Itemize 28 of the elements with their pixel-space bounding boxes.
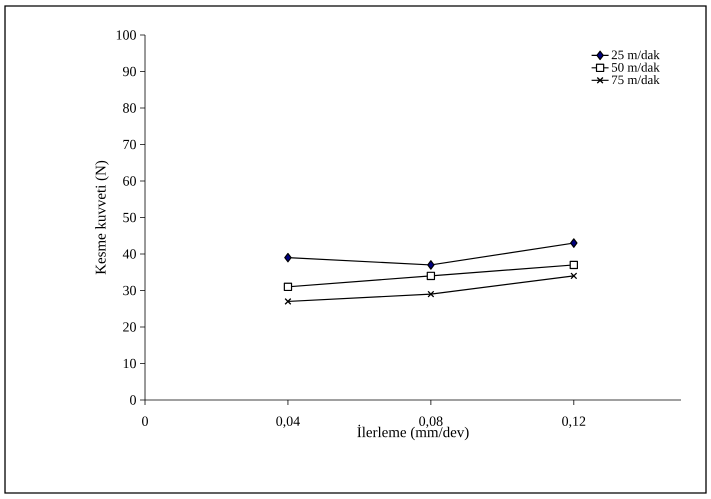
point (284, 298, 292, 305)
x-tick-label: 0,08 (419, 416, 443, 428)
legend-label: 75 m/dak (612, 75, 660, 84)
x-tick-label: 0,04 (276, 416, 300, 428)
point (570, 272, 578, 280)
y-axis-title: Kesme kuvveti (N) (95, 160, 109, 274)
point (570, 238, 578, 248)
y-tick-label: 0 (130, 395, 136, 405)
y-tick-label: 70 (123, 140, 136, 150)
y-tick-label: 50 (123, 212, 136, 222)
y-tick-label: 10 (124, 358, 136, 368)
y-tick-label: 30 (123, 286, 136, 296)
point (426, 272, 436, 280)
y-tick-label: 40 (122, 249, 136, 259)
point (284, 282, 292, 292)
y-tick-label: 90 (122, 66, 136, 76)
y-tick-label: 60 (123, 176, 136, 186)
x-tick-label: 0,12 (562, 416, 586, 428)
x-tick-label: 0 (142, 416, 148, 426)
legend-label: 50 m/dak (612, 62, 660, 72)
point (427, 290, 434, 298)
legend-label: 25 m/dak (612, 50, 660, 60)
point (570, 260, 578, 270)
y-tick-label: 100 (116, 30, 136, 40)
y-tick-label: 80 (123, 103, 136, 113)
point (284, 252, 292, 262)
y-tick-label: 20 (123, 322, 136, 332)
point (427, 260, 435, 270)
